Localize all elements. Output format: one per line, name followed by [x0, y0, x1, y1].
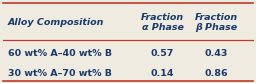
- Text: 60 wt% A–40 wt% B: 60 wt% A–40 wt% B: [8, 49, 112, 58]
- Text: 0.57: 0.57: [151, 49, 174, 58]
- Text: Fraction
α Phase: Fraction α Phase: [141, 13, 184, 32]
- Text: 0.43: 0.43: [205, 49, 228, 58]
- Text: Fraction
β Phase: Fraction β Phase: [195, 13, 238, 32]
- Text: 0.14: 0.14: [151, 69, 174, 78]
- Text: Alloy Composition: Alloy Composition: [8, 18, 104, 27]
- Text: 30 wt% A–70 wt% B: 30 wt% A–70 wt% B: [8, 69, 112, 78]
- Text: 0.86: 0.86: [205, 69, 228, 78]
